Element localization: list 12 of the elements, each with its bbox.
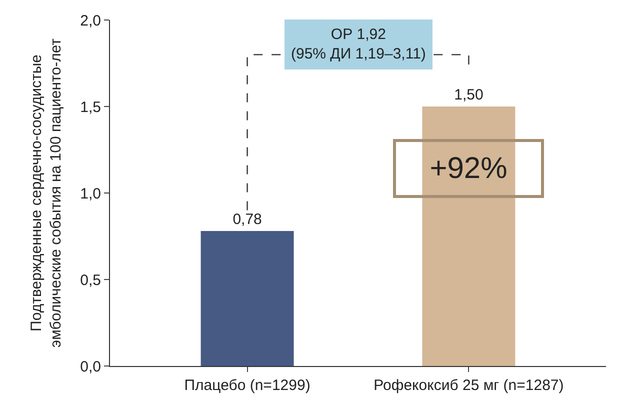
x-tick-label: Плацебо (n=1299) [184,377,310,394]
data-label: 1,50 [454,86,484,104]
data-label: 0,78 [232,211,262,228]
y-tick-label: 0,5 [80,272,101,289]
y-axis-title: Подтвержденные сердечно-сосудистые эмболические события на 100 пациенто-лет [28,38,64,348]
y-tick-label: 1,0 [80,185,101,202]
annotation: +92% [430,152,508,185]
y-tick-label: 1,5 [80,98,101,116]
y-tick-label: 2,0 [80,12,101,30]
x-tick-label: Рофекоксиб 25 мг (n=1287) [374,377,564,394]
annotation: ОР 1,92 (95% ДИ 1,19–3,11) [291,26,426,62]
y-tick-label: 0,0 [80,358,101,376]
